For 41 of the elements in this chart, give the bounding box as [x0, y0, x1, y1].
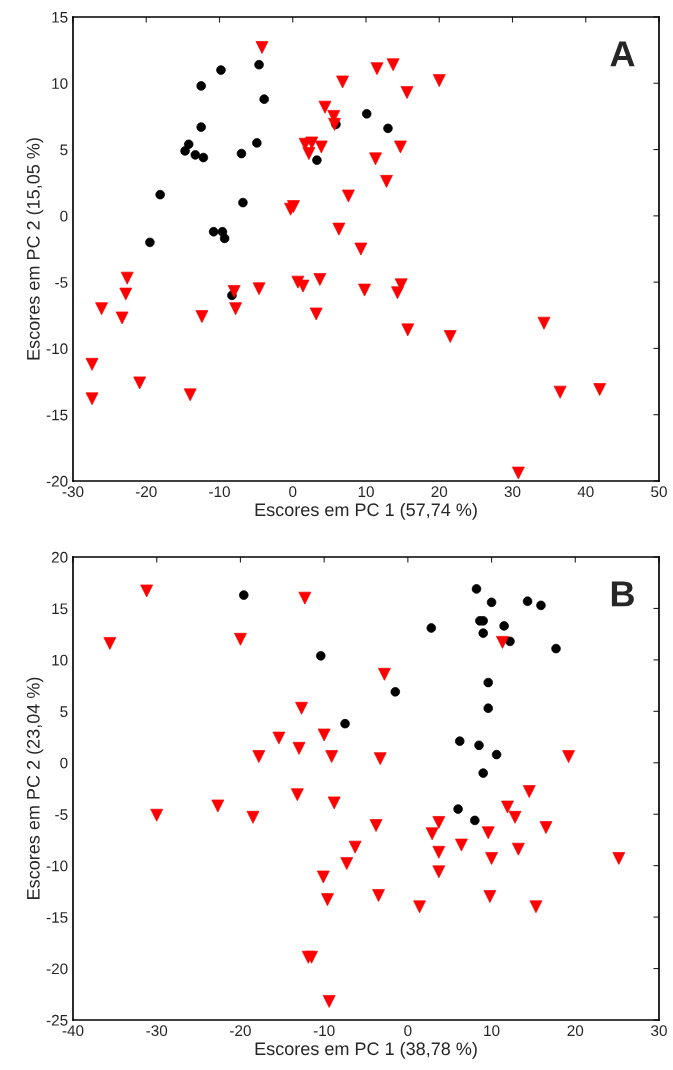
x-tick-label: 0 — [404, 1025, 412, 1037]
x-tick-label: 20 — [567, 1025, 584, 1037]
x-tick-label: -10 — [313, 1025, 335, 1037]
y-tick-label: -5 — [55, 277, 68, 288]
y-tick-label: 15 — [52, 12, 68, 23]
y-tick-label: -20 — [46, 475, 68, 487]
y-tick-label: -25 — [46, 1014, 68, 1026]
x-axis-title: Escores em PC 1 (57,74 %) — [255, 502, 477, 520]
y-axis-title: Escores em PC 2 (23,04 %) — [26, 677, 44, 899]
x-tick-label: 10 — [358, 486, 374, 498]
x-tick-label: -30 — [62, 486, 84, 498]
y-tick-label: 0 — [60, 210, 68, 222]
y-tick-label: -5 — [55, 809, 68, 820]
y-axis-title: Escores em PC 2 (15,05 %) — [26, 138, 44, 360]
x-tick-label: 30 — [504, 486, 521, 498]
annotation: A — [610, 41, 635, 67]
y-tick-label: 0 — [60, 757, 68, 769]
x-tick-label: -30 — [146, 1025, 168, 1037]
x-tick-label: -20 — [135, 486, 157, 498]
x-tick-label: -20 — [230, 1025, 251, 1037]
x-tick-label: 50 — [651, 486, 667, 498]
annotation: B — [611, 581, 634, 607]
y-tick-label: 10 — [52, 654, 68, 666]
x-tick-label: -40 — [62, 1025, 84, 1037]
y-tick-label: -15 — [46, 912, 68, 923]
x-tick-label: 40 — [577, 486, 594, 498]
y-tick-label: -20 — [46, 963, 68, 975]
x-tick-label: -10 — [209, 486, 230, 498]
x-tick-label: 10 — [484, 1025, 500, 1037]
y-tick-label: 15 — [52, 603, 68, 615]
y-tick-label: 10 — [52, 78, 68, 89]
y-tick-label: 5 — [60, 706, 68, 718]
x-axis-title: Escores em PC 1 (38,78 %) — [255, 1041, 477, 1059]
y-tick-label: -15 — [46, 409, 68, 421]
x-tick-label: 0 — [289, 486, 297, 498]
y-tick-label: 20 — [51, 551, 68, 563]
x-tick-label: 30 — [651, 1025, 667, 1037]
x-tick-label: 20 — [431, 486, 448, 498]
y-tick-label: -10 — [46, 343, 68, 355]
y-tick-label: -10 — [46, 860, 68, 872]
y-tick-label: 5 — [60, 144, 68, 156]
